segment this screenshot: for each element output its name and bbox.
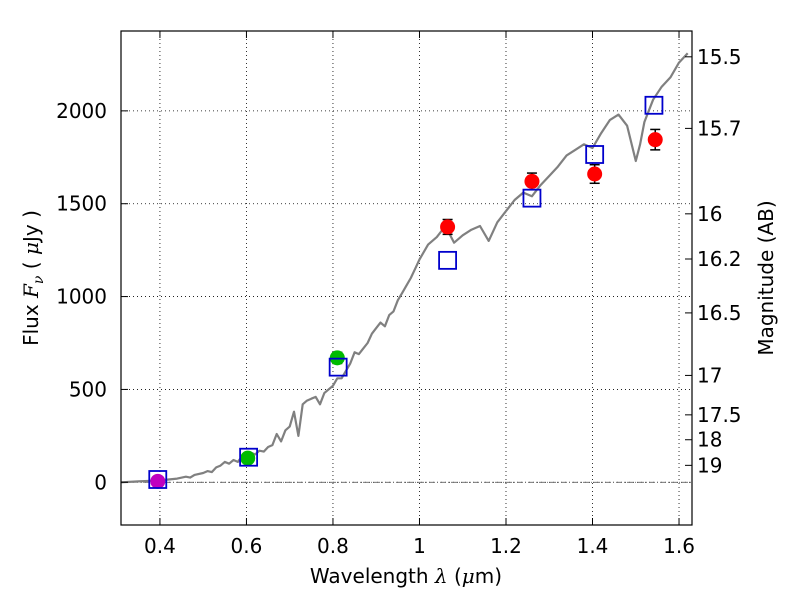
magnitude-tick-label: 16.5 (697, 301, 742, 325)
observed-point (587, 166, 603, 182)
y-axis-ticks: 0 500 1000 1500 2000 (56, 99, 128, 494)
x-tick-label: 1.2 (490, 534, 522, 558)
model-point (438, 250, 457, 270)
magnitude-tick-label: 16 (697, 202, 722, 226)
model-point (644, 95, 664, 115)
observed-point (647, 132, 663, 148)
y-tick-label: 500 (69, 377, 107, 401)
model-point (328, 357, 348, 377)
model-point (148, 470, 168, 489)
spectrum-series (120, 52, 689, 484)
x-axis-label: Wavelength λ (μm) (310, 564, 502, 588)
magnitude-tick-label: 17.5 (697, 403, 742, 427)
magnitude-tick-label: 15.7 (697, 116, 742, 140)
x-tick-label: 1.6 (663, 534, 695, 558)
x-tick-label: 1.4 (577, 534, 609, 558)
observed-point (440, 219, 456, 235)
spectrum-line (120, 52, 689, 484)
observed-point (150, 473, 166, 489)
observed-point (524, 173, 540, 189)
model-point (585, 145, 605, 164)
x-tick-label: 1 (413, 534, 426, 558)
model-series (148, 95, 664, 489)
magnitude-tick-label: 17 (697, 363, 722, 387)
magnitude-tick-label: 15.5 (697, 45, 742, 69)
observed-series (150, 128, 663, 489)
model-point (239, 447, 259, 467)
magnitude-tick-label: 19 (697, 453, 722, 477)
model-point (522, 188, 542, 208)
magnitude-axis-label: Magnitude (AB) (754, 200, 778, 355)
plot-frame (120, 30, 693, 526)
x-tick-label: 0.8 (317, 534, 349, 558)
x-tick-label: 0.4 (144, 534, 176, 558)
y-tick-label: 2000 (56, 99, 107, 123)
magnitude-tick-label: 18 (697, 428, 722, 452)
y-tick-label: 1500 (56, 192, 107, 216)
x-tick-label: 0.6 (231, 534, 263, 558)
observed-point (240, 450, 256, 466)
y-tick-label: 0 (94, 470, 107, 494)
x-axis-ticks: 0.4 0.6 0.8 1 1.2 1.4 1.6 (144, 31, 695, 558)
y-tick-label: 1000 (56, 285, 107, 309)
magnitude-tick-label: 16.2 (697, 247, 742, 271)
y-axis-label: Flux Fν ( μJy ) (19, 210, 47, 346)
grid-lines (121, 31, 692, 525)
